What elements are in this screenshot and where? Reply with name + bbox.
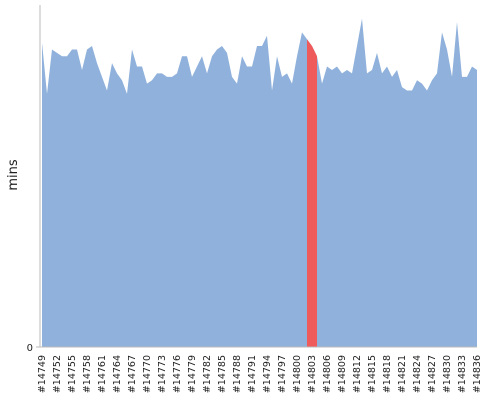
x-tick-label: #14794 bbox=[262, 355, 273, 393]
x-tick-label: #14767 bbox=[127, 355, 138, 393]
x-tick-label: #14803 bbox=[307, 355, 318, 393]
x-tick-label: #14797 bbox=[277, 355, 288, 393]
x-tick-label: #14758 bbox=[82, 355, 93, 393]
x-tick-label: #14830 bbox=[442, 355, 453, 393]
area bbox=[42, 18, 477, 348]
x-tick-label: #14788 bbox=[232, 355, 243, 393]
x-tick-label: #14752 bbox=[52, 355, 63, 393]
x-tick-label: #14824 bbox=[412, 355, 423, 393]
x-tick-label: #14833 bbox=[457, 355, 468, 393]
x-tick-label: #14818 bbox=[382, 355, 393, 393]
x-tick-label: #14791 bbox=[247, 355, 258, 393]
y-axis-label: mins bbox=[6, 159, 21, 191]
x-tick-label: #14749 bbox=[37, 355, 48, 393]
y-tick-label: 0 bbox=[27, 343, 33, 354]
x-tick-label: #14782 bbox=[202, 355, 213, 393]
x-tick-label: #14755 bbox=[67, 355, 78, 393]
x-tick-label: #14761 bbox=[97, 355, 108, 393]
x-tick-label: #14776 bbox=[172, 355, 183, 393]
x-tick-label: #14806 bbox=[322, 355, 333, 393]
x-tick-label: #14773 bbox=[157, 355, 168, 393]
x-tick-label: #14764 bbox=[112, 355, 123, 393]
x-tick-label: #14821 bbox=[397, 355, 408, 393]
x-tick-label: #14815 bbox=[367, 355, 378, 393]
x-tick-label: #14812 bbox=[352, 355, 363, 393]
highlight-area bbox=[307, 39, 317, 347]
x-tick-label: #14827 bbox=[427, 355, 438, 393]
x-tick-label: #14770 bbox=[142, 355, 153, 393]
x-tick-label: #14836 bbox=[472, 355, 483, 393]
x-tick-label: #14800 bbox=[292, 355, 303, 393]
x-tick-label: #14785 bbox=[217, 355, 228, 393]
x-tick-label: #14779 bbox=[187, 355, 198, 393]
x-tick-label: #14809 bbox=[337, 355, 348, 393]
